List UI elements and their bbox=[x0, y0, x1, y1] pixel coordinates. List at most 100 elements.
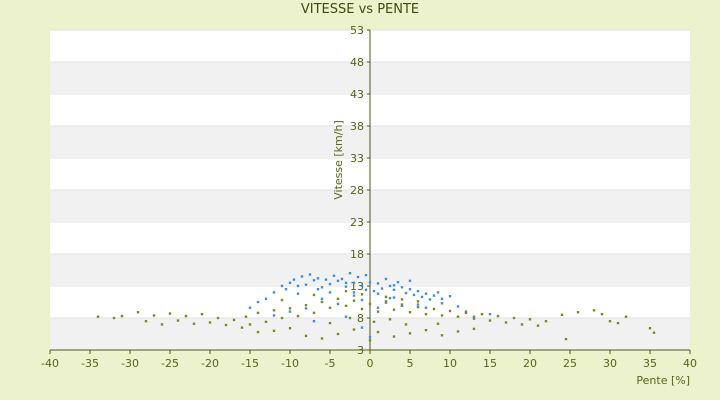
data-point bbox=[160, 323, 164, 326]
data-point bbox=[344, 304, 348, 308]
y-tick-label: 48 bbox=[350, 56, 364, 69]
data-point bbox=[436, 291, 440, 294]
data-point bbox=[184, 314, 188, 318]
data-point bbox=[480, 312, 484, 316]
x-tick-label: 10 bbox=[443, 357, 457, 370]
data-point bbox=[368, 280, 372, 284]
data-point bbox=[400, 303, 404, 306]
data-point bbox=[528, 318, 532, 321]
data-point bbox=[312, 293, 316, 297]
data-point bbox=[272, 291, 276, 294]
data-point bbox=[344, 289, 348, 293]
data-point bbox=[464, 310, 468, 313]
data-point bbox=[364, 288, 368, 292]
data-point bbox=[304, 307, 308, 310]
y-tick-label: 53 bbox=[350, 24, 364, 37]
data-point bbox=[348, 316, 352, 320]
data-point bbox=[416, 303, 420, 306]
data-point bbox=[272, 329, 276, 332]
x-tick-label: -35 bbox=[81, 357, 99, 370]
data-point bbox=[248, 306, 252, 309]
data-point bbox=[456, 330, 460, 333]
data-point bbox=[616, 321, 620, 325]
data-point bbox=[388, 296, 392, 300]
data-point bbox=[396, 280, 400, 284]
data-point bbox=[472, 327, 476, 331]
x-tick-label: 0 bbox=[367, 357, 374, 370]
data-point bbox=[416, 289, 420, 293]
data-point bbox=[380, 287, 384, 290]
data-point bbox=[600, 312, 604, 316]
data-point bbox=[136, 311, 140, 314]
data-point bbox=[304, 334, 308, 338]
data-point bbox=[512, 316, 516, 320]
data-point bbox=[412, 293, 416, 297]
data-point bbox=[280, 298, 284, 302]
data-point bbox=[368, 302, 372, 306]
data-point bbox=[400, 304, 404, 308]
data-point bbox=[312, 279, 316, 282]
data-point bbox=[456, 315, 460, 318]
data-point bbox=[360, 298, 364, 302]
y-tick-label: 18 bbox=[350, 248, 364, 261]
data-point bbox=[292, 278, 296, 281]
data-point bbox=[440, 302, 444, 305]
data-point bbox=[404, 291, 408, 295]
data-point bbox=[256, 300, 260, 304]
data-point bbox=[296, 314, 300, 318]
data-point bbox=[392, 296, 396, 299]
data-point bbox=[324, 278, 328, 281]
data-point bbox=[344, 315, 348, 318]
chart-title: VITESSE vs PENTE bbox=[300, 2, 420, 17]
data-point bbox=[368, 339, 372, 342]
data-point bbox=[420, 295, 424, 299]
data-point bbox=[352, 281, 356, 284]
data-point bbox=[320, 337, 324, 340]
data-point bbox=[392, 288, 396, 292]
data-point bbox=[408, 311, 412, 314]
data-point bbox=[288, 281, 292, 284]
data-point bbox=[244, 315, 248, 318]
data-point bbox=[336, 332, 340, 336]
data-point bbox=[424, 312, 428, 316]
y-tick-label: 23 bbox=[350, 216, 364, 229]
data-point bbox=[416, 300, 420, 303]
data-point bbox=[544, 320, 548, 323]
data-point bbox=[296, 284, 300, 288]
x-tick-label: 15 bbox=[483, 357, 497, 370]
data-point bbox=[304, 304, 308, 307]
data-point bbox=[428, 298, 432, 301]
x-tick-label: 35 bbox=[643, 357, 657, 370]
data-point bbox=[356, 275, 360, 279]
data-point bbox=[352, 291, 356, 294]
data-point bbox=[316, 277, 320, 280]
data-point bbox=[200, 312, 204, 316]
data-point bbox=[392, 308, 396, 311]
x-tick-label: 40 bbox=[683, 357, 697, 370]
y-tick-label: 38 bbox=[350, 120, 364, 133]
data-point bbox=[448, 295, 452, 298]
data-point bbox=[152, 314, 156, 317]
x-tick-label: -40 bbox=[41, 357, 59, 370]
data-point bbox=[440, 297, 444, 300]
data-point bbox=[328, 291, 332, 294]
data-point bbox=[408, 332, 412, 335]
data-point bbox=[312, 320, 316, 323]
data-point bbox=[360, 326, 364, 329]
data-point bbox=[384, 300, 388, 303]
data-point bbox=[464, 311, 468, 315]
data-point bbox=[652, 331, 656, 334]
data-point bbox=[536, 324, 540, 327]
data-point bbox=[384, 295, 388, 299]
y-tick-label: 28 bbox=[350, 184, 364, 197]
data-point bbox=[308, 273, 312, 276]
data-point bbox=[224, 323, 228, 327]
data-point bbox=[320, 300, 324, 304]
data-point bbox=[344, 281, 348, 284]
data-point bbox=[300, 275, 304, 278]
data-point bbox=[320, 286, 324, 289]
data-point bbox=[316, 288, 320, 291]
data-point bbox=[376, 330, 380, 334]
data-point bbox=[376, 306, 380, 309]
data-point bbox=[312, 311, 316, 315]
